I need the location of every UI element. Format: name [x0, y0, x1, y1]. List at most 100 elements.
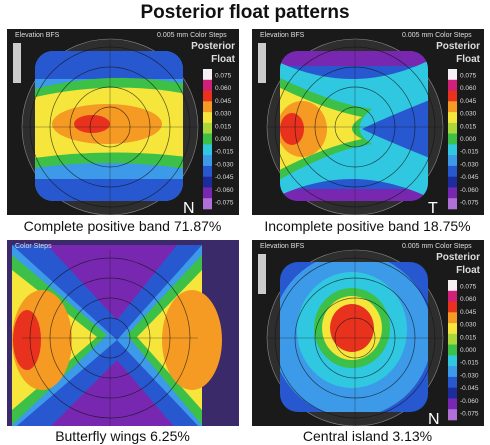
- color-step: [203, 133, 212, 145]
- scale-label: 0.060: [215, 85, 232, 92]
- orientation-label: T: [428, 200, 438, 215]
- header-right: 0.005 mm Color Steps: [402, 32, 472, 39]
- color-step: [448, 112, 457, 124]
- header-right: 0.005 mm Color Steps: [157, 32, 227, 39]
- label: Posterior: [191, 41, 235, 52]
- color-step: [448, 155, 457, 167]
- zone: [35, 179, 183, 201]
- color-step: [448, 355, 457, 367]
- color-step: [203, 112, 212, 124]
- orientation-label: N: [183, 200, 195, 215]
- label: Posterior: [436, 252, 480, 263]
- scale-label: -0.030: [460, 372, 479, 379]
- label: Float: [456, 265, 481, 276]
- color-step: [448, 312, 457, 324]
- zone: [51, 360, 174, 426]
- header-right: 0.005 mm Color Steps: [402, 243, 472, 250]
- color-step: [203, 198, 212, 210]
- map-panel: Elevation BFS 0.005 mm Color Steps Posteri…: [252, 29, 484, 215]
- zone: [280, 189, 428, 201]
- color-step: [203, 187, 212, 199]
- scale-label: 0.000: [460, 136, 477, 143]
- color-step: [203, 101, 212, 113]
- color-step: [448, 69, 457, 81]
- color-step: [448, 280, 457, 292]
- header-left: Elevation BFS: [260, 243, 305, 250]
- scale-label: 0.045: [460, 309, 477, 316]
- scale-label: -0.015: [215, 149, 234, 156]
- header-left: Elevation BFS: [260, 32, 305, 39]
- scale-label: 0.045: [460, 98, 477, 105]
- color-step: [203, 165, 212, 177]
- scale-label: -0.030: [460, 161, 479, 168]
- zone: [74, 115, 110, 133]
- scale-label: 0.060: [460, 85, 477, 92]
- caption: Butterfly wings 6.25%: [55, 428, 190, 444]
- figure-title: Posterior float patterns: [140, 2, 350, 23]
- color-step: [203, 155, 212, 167]
- caption: Complete positive band 71.87%: [23, 218, 222, 234]
- color-step: [448, 122, 457, 134]
- scale-label: 0.030: [215, 111, 232, 118]
- scale-label: 0.075: [215, 72, 232, 79]
- scale-label: -0.075: [460, 411, 479, 418]
- color-step: [448, 198, 457, 210]
- color-step: [203, 122, 212, 134]
- scale-label: 0.060: [460, 296, 477, 303]
- map-panel: Elevation BFS 0.005 mm Color Steps Posteri…: [252, 240, 484, 426]
- color-step: [448, 333, 457, 345]
- map: [35, 51, 183, 201]
- color-step: [448, 144, 457, 156]
- tab: [258, 43, 266, 83]
- zone: [13, 310, 41, 370]
- map: [280, 51, 428, 201]
- color-step: [448, 176, 457, 188]
- map-panel: Color Steps: [7, 240, 239, 426]
- zone: [280, 51, 428, 66]
- zone: [162, 290, 222, 390]
- scale-label: -0.075: [215, 200, 234, 207]
- color-step: [448, 323, 457, 335]
- scale-label: -0.060: [460, 398, 479, 405]
- color-step: [203, 176, 212, 188]
- color-step: [203, 69, 212, 81]
- scale-label: 0.045: [215, 98, 232, 105]
- scale-label: 0.000: [460, 347, 477, 354]
- map-panel: Elevation BFS 0.005 mm Color Steps Posteri…: [7, 29, 239, 215]
- scale-label: -0.060: [215, 187, 234, 194]
- caption: Central island 3.13%: [302, 428, 433, 444]
- scale-label: 0.030: [460, 111, 477, 118]
- scale-label: 0.075: [460, 72, 477, 79]
- map: [280, 262, 428, 412]
- scale-label: 0.015: [460, 334, 477, 341]
- scale-label: -0.030: [215, 161, 234, 168]
- color-step: [448, 398, 457, 410]
- header-left: Color Steps: [15, 243, 52, 250]
- scale-label: 0.000: [215, 136, 232, 143]
- scale-label: -0.045: [215, 174, 234, 181]
- label: Float: [211, 54, 236, 65]
- color-step: [448, 90, 457, 102]
- scale-label: 0.075: [460, 283, 477, 290]
- tab: [258, 254, 266, 294]
- scale-label: -0.075: [460, 200, 479, 207]
- label: Float: [456, 54, 481, 65]
- scale-label: -0.045: [460, 174, 479, 181]
- scale-label: -0.015: [460, 360, 479, 367]
- color-step: [448, 79, 457, 91]
- header-left: Elevation BFS: [15, 32, 60, 39]
- scale-label: -0.015: [460, 149, 479, 156]
- color-step: [448, 101, 457, 113]
- scale-label: -0.045: [460, 385, 479, 392]
- color-step: [448, 366, 457, 378]
- color-step: [448, 133, 457, 145]
- tab: [13, 43, 21, 83]
- color-step: [448, 165, 457, 177]
- color-step: [448, 409, 457, 421]
- color-step: [448, 187, 457, 199]
- orientation-label: N: [428, 411, 440, 426]
- label: Posterior: [436, 41, 480, 52]
- scale-label: 0.030: [460, 322, 477, 329]
- color-step: [448, 290, 457, 302]
